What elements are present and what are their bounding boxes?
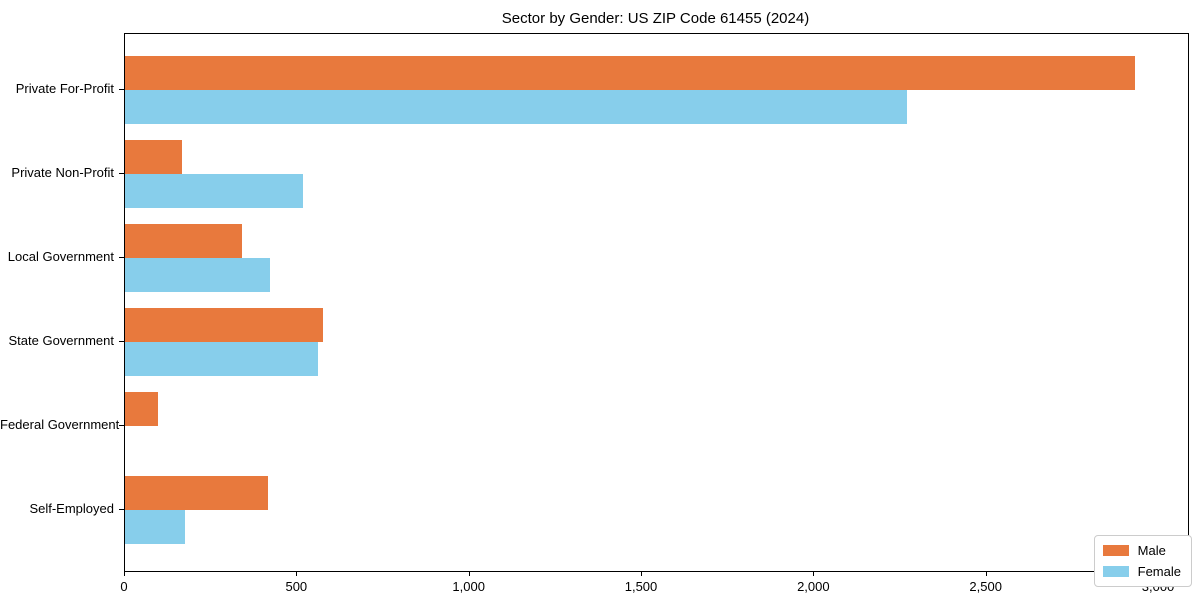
y-tick-mark (119, 257, 124, 258)
legend: Male Female (1093, 535, 1192, 587)
chart-plot-area (124, 33, 1189, 572)
y-tick-label-federal-government: Federal Government (0, 417, 120, 432)
bar-male-federal-government (125, 392, 158, 426)
bar-female-local-government (125, 258, 270, 292)
y-tick-mark (119, 425, 124, 426)
bar-female-private-for-profit (125, 90, 908, 124)
x-tick-mark (813, 571, 815, 576)
x-tick-label-2000: 2,000 (797, 579, 830, 594)
x-tick-mark (641, 571, 643, 576)
y-tick-label-state-government: State Government (8, 333, 115, 348)
x-tick-label-0: 0 (120, 579, 128, 594)
legend-label-male: Male (1137, 543, 1166, 558)
x-tick-mark (468, 571, 470, 576)
y-tick-mark (119, 341, 124, 342)
y-tick-mark (119, 89, 124, 90)
x-tick-mark (985, 571, 987, 576)
y-tick-mark (119, 509, 124, 510)
y-tick-label-self-employed: Self-Employed (29, 501, 114, 516)
bar-male-self-employed (125, 476, 269, 510)
legend-item-male: Male (1102, 543, 1181, 558)
bar-male-private-for-profit (125, 56, 1135, 90)
legend-swatch-female (1102, 566, 1129, 577)
bar-male-local-government (125, 224, 243, 258)
legend-swatch-male (1102, 545, 1129, 556)
y-tick-label-private-for-profit: Private For-Profit (15, 81, 114, 96)
y-tick-mark (119, 173, 124, 174)
y-tick-label-local-government: Local Government (7, 249, 114, 264)
y-tick-label-private-non-profit: Private Non-Profit (11, 165, 114, 180)
bar-female-self-employed (125, 510, 186, 544)
x-tick-mark (124, 571, 125, 576)
x-tick-mark (296, 571, 298, 576)
legend-label-female: Female (1137, 564, 1181, 579)
x-tick-label-1000: 1,000 (452, 579, 485, 594)
legend-item-female: Female (1102, 564, 1181, 579)
chart-title: Sector by Gender: US ZIP Code 61455 (202… (501, 10, 810, 27)
bar-female-private-non-profit (125, 174, 303, 208)
bar-male-private-non-profit (125, 140, 182, 174)
bar-male-state-government (125, 308, 324, 342)
x-tick-label-500: 500 (285, 579, 308, 594)
x-tick-label-1500: 1,500 (624, 579, 658, 594)
x-tick-label-2500: 2,500 (969, 579, 1002, 594)
bar-female-state-government (125, 342, 319, 376)
